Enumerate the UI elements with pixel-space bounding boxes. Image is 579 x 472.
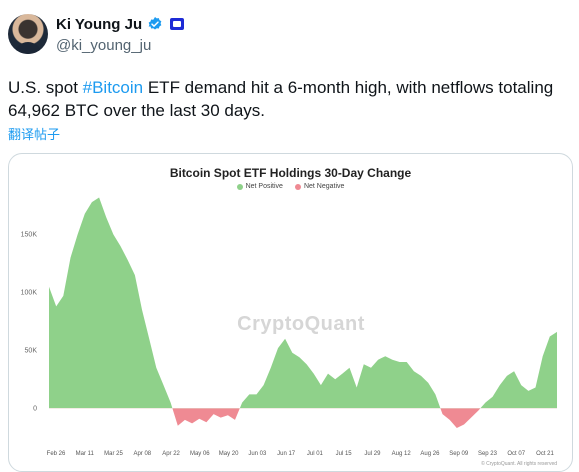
y-tick-label: 0 <box>33 405 37 412</box>
x-tick-label: Sep 09 <box>449 451 469 457</box>
tweet-text-before: U.S. spot <box>8 78 83 97</box>
tweet-text: U.S. spot #Bitcoin ETF demand hit a 6-mo… <box>8 76 568 122</box>
avatar[interactable] <box>8 14 48 54</box>
y-tick-label: 150K <box>21 232 38 239</box>
x-tick-label: Jun 17 <box>277 451 296 457</box>
legend-label-negative: Net Negative <box>303 183 345 190</box>
x-tick-label: Mar 11 <box>76 451 95 457</box>
legend-label-positive: Net Positive <box>245 183 283 190</box>
x-tick-label: Oct 21 <box>536 451 554 457</box>
author-handle[interactable]: @ki_young_ju <box>56 37 152 54</box>
x-tick-label: May 20 <box>219 451 239 457</box>
legend-dot-negative <box>294 183 301 190</box>
tweet-text-after: ETF demand hit a 6-month high, with netf… <box>8 78 554 120</box>
legend-dot-positive <box>236 183 243 190</box>
y-tick-label: 50K <box>25 347 38 354</box>
copyright-text: © CryptoQuant. All rights reserved <box>481 460 557 467</box>
x-tick-label: Jul 29 <box>364 451 381 457</box>
series-net-negative <box>49 408 557 428</box>
x-tick-label: Aug 12 <box>392 451 412 457</box>
avatar-shirt <box>14 42 42 54</box>
legend-item-negative: Net Negative <box>294 183 345 190</box>
author-name[interactable]: Ki Young Ju <box>56 15 143 33</box>
x-tick-label: Jun 03 <box>248 451 267 457</box>
x-tick-label: Jul 15 <box>336 451 353 457</box>
translate-post-link[interactable]: 翻译帖子 <box>8 127 61 142</box>
x-tick-label: Oct 07 <box>507 451 525 457</box>
x-tick-label: Sep 23 <box>478 451 498 457</box>
series-net-positive <box>49 197 557 409</box>
x-tick-label: Mar 25 <box>104 451 123 457</box>
chart-image[interactable]: Bitcoin Spot ETF Holdings 30-Day Change … <box>8 153 573 472</box>
x-tick-label: May 06 <box>190 451 210 457</box>
watermark-text: CryptoQuant <box>237 313 365 335</box>
y-tick-label: 100K <box>21 289 38 296</box>
x-tick-label: Apr 08 <box>133 451 151 457</box>
x-tick-label: Jul 01 <box>307 451 324 457</box>
x-tick-label: Apr 22 <box>162 451 180 457</box>
affiliation-badge-icon[interactable] <box>170 18 185 30</box>
chart-legend: Net Positive Net Negative <box>9 183 572 190</box>
chart-title: Bitcoin Spot ETF Holdings 30-Day Change <box>169 166 412 180</box>
hashtag-link[interactable]: #Bitcoin <box>82 78 144 97</box>
x-tick-label: Aug 26 <box>420 451 440 457</box>
author-row: Ki Young Ju <box>56 14 185 34</box>
legend-item-positive: Net Positive <box>236 183 283 190</box>
chart-plot: CryptoQuant 150K 100K 50K 0 Feb 26 Mar 11 Mar 2… <box>21 197 557 467</box>
x-tick-label: Feb 26 <box>47 451 66 457</box>
verified-badge-icon <box>148 17 162 30</box>
